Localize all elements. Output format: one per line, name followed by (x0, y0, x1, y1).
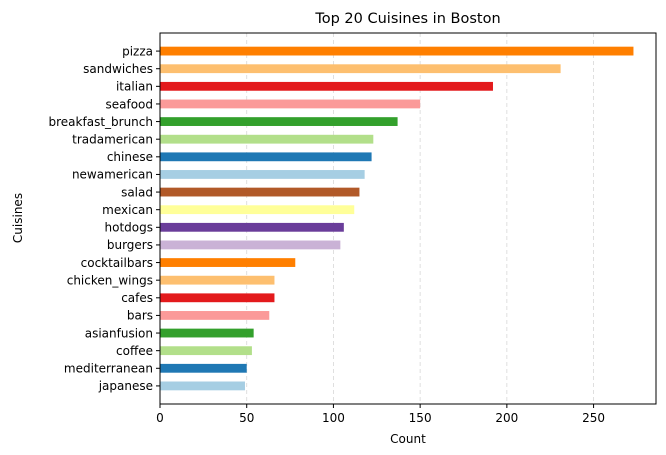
y-axis-label: Cuisines (11, 193, 25, 243)
y-tick-label: asianfusion (85, 326, 153, 340)
x-axis-label: Count (390, 432, 426, 446)
y-tick-label: cafes (121, 291, 153, 305)
y-tick-labels: pizza sandwiches italian seafood breakfast_b… (49, 44, 160, 393)
bar-newamerican (160, 170, 365, 179)
y-tick-label: breakfast_brunch (49, 115, 153, 129)
bar-chinese (160, 152, 372, 162)
y-tick-label: cocktailbars (81, 256, 153, 270)
plot-frame (159, 32, 657, 405)
bar-cocktailbars (160, 258, 296, 267)
bar-mexican (160, 205, 355, 215)
x-tick-label: 100 (322, 411, 345, 425)
y-tick-label: tradamerican (72, 132, 153, 146)
bar-seafood (160, 99, 421, 109)
bar-japanese (160, 381, 245, 391)
y-tick-label: bars (127, 309, 153, 323)
x-tick-label: 0 (156, 411, 164, 425)
x-tick-label: 250 (582, 411, 605, 425)
y-tick-label: italian (116, 80, 153, 94)
y-tick-label: mexican (102, 203, 153, 217)
bar-coffee (160, 346, 252, 356)
x-tick-label: 200 (495, 411, 518, 425)
y-tick-label: japanese (98, 379, 153, 393)
bars (160, 46, 634, 391)
bar-tradamerican (160, 134, 374, 144)
y-tick-label: mediterranean (64, 362, 153, 376)
bar-cafes (160, 293, 275, 303)
bar-chicken_wings (160, 275, 275, 285)
y-tick-label: hotdogs (105, 221, 153, 235)
bar-breakfast_brunch (160, 117, 398, 126)
y-tick-label: newamerican (72, 168, 153, 182)
x-tick-label: 50 (239, 411, 254, 425)
x-ticks: 0 50 100 150 200 250 (156, 404, 605, 425)
chart-title: Top 20 Cuisines in Boston (314, 11, 500, 27)
y-tick-label: sandwiches (83, 62, 153, 76)
y-tick-label: salad (121, 185, 153, 199)
bar-mediterranean (160, 363, 247, 373)
bar-pizza (160, 46, 634, 56)
y-tick-label: pizza (122, 44, 153, 58)
y-tick-label: seafood (105, 97, 153, 111)
y-tick-label: coffee (116, 344, 153, 358)
bar-burgers (160, 240, 341, 250)
y-tick-label: burgers (107, 238, 153, 252)
bar-asianfusion (160, 328, 254, 338)
y-tick-label: chicken_wings (67, 273, 153, 287)
bar-bars (160, 311, 270, 320)
y-tick-label: chinese (107, 150, 153, 164)
bar-hotdogs (160, 222, 344, 232)
bar-italian (160, 81, 493, 91)
bar-sandwiches (160, 64, 561, 74)
x-tick-label: 150 (409, 411, 432, 425)
bar-salad (160, 187, 360, 197)
